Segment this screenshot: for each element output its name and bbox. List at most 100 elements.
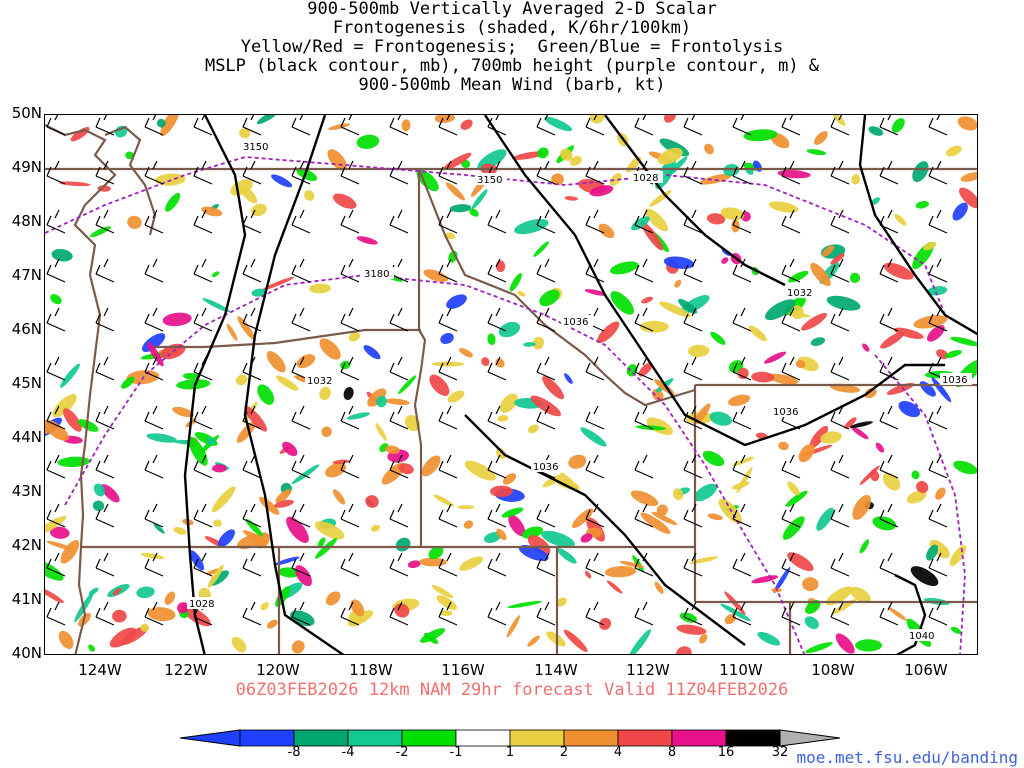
shading-cell xyxy=(58,630,74,649)
shading-cell xyxy=(218,529,235,548)
wind-barb xyxy=(683,503,703,528)
colorbar-segment xyxy=(617,729,673,747)
height-label-3180: 3180 xyxy=(364,269,389,280)
wind-barb xyxy=(242,209,262,234)
lon-label-120w: 120W xyxy=(256,661,300,679)
shading-cell xyxy=(385,445,400,454)
shading-cell xyxy=(304,190,315,201)
shading-cell xyxy=(447,390,465,403)
shading-cell xyxy=(768,201,799,213)
mslp-contour-1040 xyxy=(894,573,927,654)
wind-barb xyxy=(438,160,458,185)
wind-barb xyxy=(536,552,556,577)
shading-cell xyxy=(419,628,446,643)
shading-cell xyxy=(557,548,577,564)
colorbar-left-tip xyxy=(180,729,241,747)
shading-cell xyxy=(266,351,286,373)
wind-barb xyxy=(634,209,654,234)
lat-label-43n: 43N xyxy=(11,482,42,500)
shading-cell xyxy=(295,565,312,587)
shading-cell xyxy=(370,524,381,532)
shading-cell xyxy=(894,213,907,226)
shading-cell xyxy=(508,514,526,537)
credit-link[interactable]: moe.met.fsu.edu/banding xyxy=(796,748,1018,767)
wind-barb xyxy=(487,601,507,626)
border-wa-or xyxy=(155,328,421,349)
border-idaho-west xyxy=(413,169,427,547)
colorbar-label: 8 xyxy=(667,745,677,760)
mslp-contour-1032-west xyxy=(243,115,345,654)
shading-cell xyxy=(804,599,821,614)
shading-cell xyxy=(949,545,967,567)
lat-label-47n: 47N xyxy=(11,266,42,284)
shading-cell xyxy=(363,345,381,360)
shading-cell xyxy=(927,325,945,342)
shading-cell xyxy=(147,342,164,367)
shading-cell xyxy=(689,556,719,564)
wind-barb xyxy=(732,356,752,381)
shading-cell xyxy=(651,511,678,526)
shading-cell xyxy=(787,481,800,496)
shading-cell xyxy=(521,526,544,539)
shading-cell xyxy=(517,290,526,297)
wind-barb xyxy=(95,454,115,479)
wind-barb xyxy=(781,307,801,332)
shading-cell xyxy=(606,580,623,594)
shading-cell xyxy=(471,189,488,209)
shading-cell xyxy=(810,262,831,287)
shading-cell xyxy=(136,586,155,599)
wind-barb xyxy=(536,115,556,136)
shading-cell xyxy=(404,415,421,432)
wind-barb xyxy=(242,503,262,528)
wind-barb xyxy=(291,307,311,332)
wind-barb xyxy=(438,356,458,381)
shading-cell xyxy=(777,169,811,179)
shading-cell xyxy=(483,532,502,543)
wind-barb xyxy=(46,454,66,479)
shading-cell xyxy=(57,456,91,468)
wind-barb xyxy=(683,115,703,136)
shading-cell xyxy=(481,357,490,367)
wind-barb xyxy=(438,307,458,332)
shading-cell xyxy=(356,236,378,245)
shading-cell xyxy=(332,459,350,465)
shading-cell xyxy=(910,566,939,587)
shading-cell xyxy=(141,333,166,353)
shading-cell xyxy=(568,454,587,469)
wind-barb xyxy=(585,160,605,185)
mslp-label-1036-south: 1036 xyxy=(533,462,558,473)
lat-label-46n: 46N xyxy=(11,320,42,338)
shading-cell xyxy=(564,196,578,201)
wind-barb xyxy=(487,405,507,430)
shading-cell xyxy=(160,115,180,137)
wind-barb xyxy=(928,503,948,528)
shading-cell xyxy=(806,149,827,156)
wind-barb xyxy=(928,454,948,479)
shading-cell xyxy=(343,387,354,400)
shading-cell xyxy=(495,447,507,459)
shading-cell xyxy=(532,336,545,350)
wind-barb xyxy=(193,405,213,430)
map-panel: 3150 3150 3180 1028 1032 1036 1036 1036 … xyxy=(44,114,978,655)
shading-cell xyxy=(710,331,726,345)
wind-barb xyxy=(242,258,262,283)
shading-cell xyxy=(282,441,298,457)
wind-barb xyxy=(340,115,360,136)
wind-barb xyxy=(928,160,948,185)
wind-barb xyxy=(46,115,66,136)
shading-cell xyxy=(659,301,691,318)
shading-cell xyxy=(58,181,91,187)
mslp-contour-1036-south xyxy=(464,414,746,646)
shading-cell xyxy=(626,364,638,377)
shading-cell xyxy=(850,426,869,440)
shading-cell xyxy=(859,539,870,554)
shading-cell xyxy=(509,273,522,292)
shading-cell xyxy=(883,262,914,280)
shading-cell xyxy=(709,411,733,426)
shading-cell xyxy=(580,427,607,447)
shading-cell xyxy=(376,395,387,408)
shading-cell xyxy=(495,358,505,368)
wind-barb xyxy=(95,258,115,283)
shading-cell xyxy=(580,533,593,543)
shading-cell xyxy=(537,147,549,159)
